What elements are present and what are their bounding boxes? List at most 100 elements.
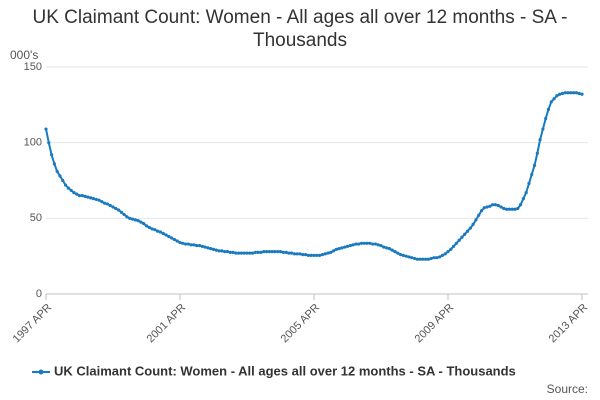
data-point [566, 91, 570, 95]
data-point [345, 244, 350, 248]
data-point [309, 253, 313, 258]
data-point [320, 253, 324, 257]
data-point [457, 238, 461, 242]
data-point [424, 257, 428, 261]
data-point [237, 251, 241, 255]
data-point [97, 198, 101, 202]
data-point [211, 247, 216, 251]
data-point [203, 245, 207, 249]
data-point [552, 97, 556, 101]
data-point [426, 257, 431, 261]
data-point [250, 251, 255, 255]
data-point [83, 194, 87, 198]
data-point [139, 220, 143, 224]
data-point [365, 241, 369, 245]
chart-title: UK Claimant Count: Women - All ages all … [32, 7, 568, 51]
data-point [312, 253, 316, 258]
data-point [103, 201, 107, 205]
data-point [206, 246, 210, 250]
data-point [574, 91, 579, 95]
data-point [52, 162, 56, 166]
data-point [234, 251, 238, 255]
data-point [513, 207, 517, 211]
data-point [354, 242, 358, 246]
data-point [158, 230, 163, 234]
data-point [49, 153, 54, 157]
data-point [69, 188, 73, 192]
data-point [449, 247, 453, 251]
data-point [80, 194, 84, 198]
data-point [351, 243, 355, 247]
data-point [317, 253, 322, 258]
data-point [61, 178, 65, 183]
data-point [558, 92, 562, 96]
data-point [301, 253, 305, 257]
data-point [546, 107, 551, 111]
data-point [443, 252, 447, 256]
data-point [284, 250, 288, 254]
data-point [170, 236, 174, 240]
y-tick-label: 150 [24, 61, 42, 73]
data-point [572, 91, 576, 95]
data-point [510, 207, 514, 211]
data-point [290, 251, 294, 255]
source: Source: [547, 382, 588, 396]
data-point [544, 116, 548, 121]
data-point [116, 208, 121, 212]
data-point [535, 151, 539, 155]
data-point [348, 243, 352, 248]
data-point [505, 207, 509, 211]
data-point [122, 212, 126, 217]
data-point [407, 255, 411, 259]
data-point [357, 242, 361, 246]
data-point [197, 243, 202, 248]
data-point [231, 250, 235, 254]
data-point [438, 255, 442, 259]
data-point [156, 229, 160, 233]
data-point [100, 200, 104, 204]
data-point [128, 216, 132, 220]
data-point [499, 205, 503, 209]
data-point [532, 163, 537, 167]
data-point [390, 248, 394, 252]
legend-marker [38, 369, 44, 375]
data-point [273, 250, 277, 254]
data-point [298, 252, 302, 256]
data-point [167, 234, 171, 239]
data-point [362, 241, 366, 245]
data-point [527, 181, 531, 186]
data-point [287, 251, 291, 255]
data-point [323, 252, 327, 256]
data-point [276, 250, 280, 254]
data-point [384, 246, 389, 250]
data-point [359, 241, 364, 245]
data-point [396, 251, 400, 255]
data-point [479, 209, 484, 213]
data-point [130, 217, 135, 221]
data-point [516, 206, 520, 211]
data-point [223, 250, 227, 254]
data-point [89, 196, 93, 200]
data-point [404, 254, 408, 258]
data-point [371, 242, 375, 246]
data-point [94, 197, 98, 202]
data-point [183, 242, 188, 246]
data-point [549, 100, 553, 104]
data-point [415, 257, 419, 261]
data-point [446, 250, 450, 254]
data-point [295, 252, 299, 256]
data-point [485, 205, 489, 209]
data-point [292, 252, 297, 256]
data-point [465, 229, 470, 233]
data-point [429, 256, 433, 261]
data-point [401, 253, 405, 258]
x-tick-label: 2009 APR [413, 302, 457, 346]
data-point [195, 243, 199, 248]
y-tick-label: 100 [24, 137, 42, 149]
data-point [270, 250, 274, 254]
data-point [398, 253, 403, 257]
data-point [228, 250, 232, 254]
data-point [440, 253, 445, 258]
